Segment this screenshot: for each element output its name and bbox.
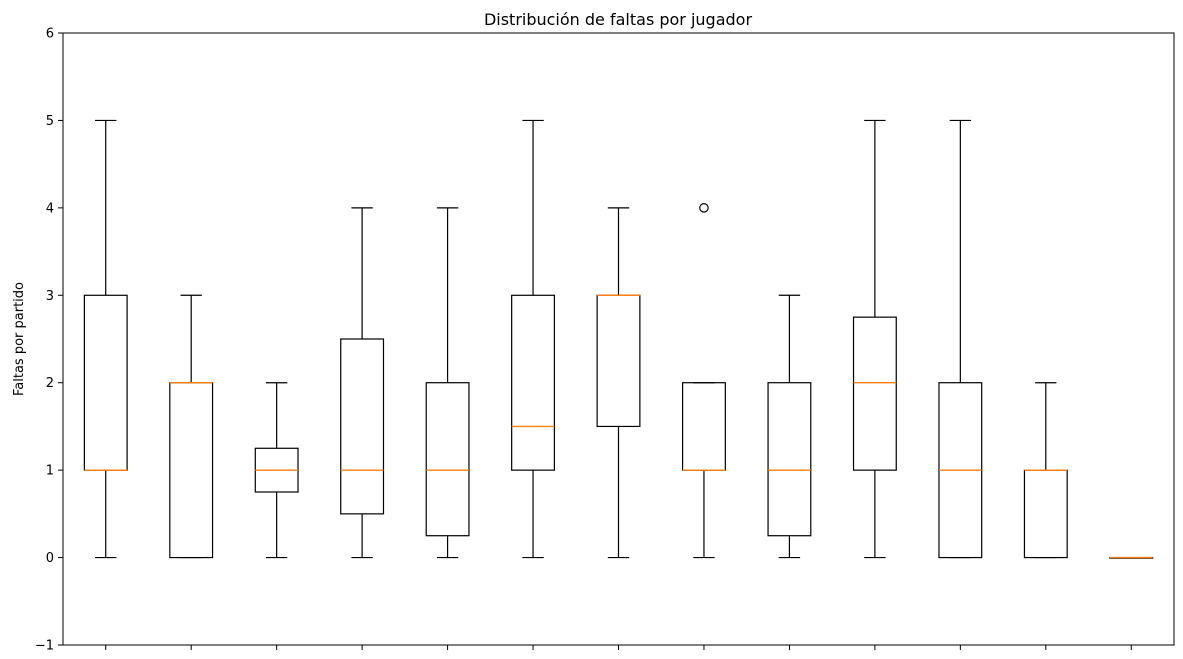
- box-group: [767, 294, 812, 559]
- box-group: [596, 207, 641, 559]
- box-group: [511, 119, 556, 559]
- y-axis-label: Faltas por partido: [12, 282, 27, 396]
- box-series: [83, 119, 1154, 559]
- box-rect: [852, 316, 897, 471]
- box-group: [1023, 382, 1068, 559]
- y-tick-label: 0: [46, 551, 54, 566]
- box-rect: [767, 382, 812, 537]
- box-rect: [425, 382, 470, 537]
- plot-frame: [62, 32, 1175, 646]
- box-rect: [83, 294, 128, 471]
- y-tick-label: 5: [46, 114, 54, 129]
- box-group: [852, 119, 897, 559]
- box-group: [169, 294, 214, 559]
- box-rect: [681, 382, 726, 471]
- box-group: [340, 207, 385, 559]
- y-tick-label: 3: [46, 289, 54, 304]
- box-group: [254, 382, 299, 559]
- y-axis: −1 0 1 2 3 4 5 6: [35, 27, 63, 654]
- box-rect: [340, 338, 385, 515]
- y-tick-label: 6: [46, 27, 54, 42]
- box-rect: [511, 294, 556, 471]
- x-axis: [105, 645, 1132, 650]
- box-rect: [596, 294, 641, 428]
- outlier-point: [699, 203, 709, 213]
- y-tick-label: 2: [46, 376, 54, 391]
- chart-title: Distribución de faltas por jugador: [484, 10, 753, 29]
- box-group: [1109, 556, 1154, 559]
- box-rect: [169, 382, 214, 559]
- box-group: [681, 203, 726, 559]
- box-group: [425, 207, 470, 559]
- y-tick-label: 1: [46, 464, 54, 479]
- y-tick-label: −1: [35, 639, 54, 654]
- box-rect: [1023, 469, 1068, 559]
- box-group: [83, 119, 128, 559]
- y-tick-label: 4: [46, 201, 54, 216]
- box-group: [938, 119, 983, 559]
